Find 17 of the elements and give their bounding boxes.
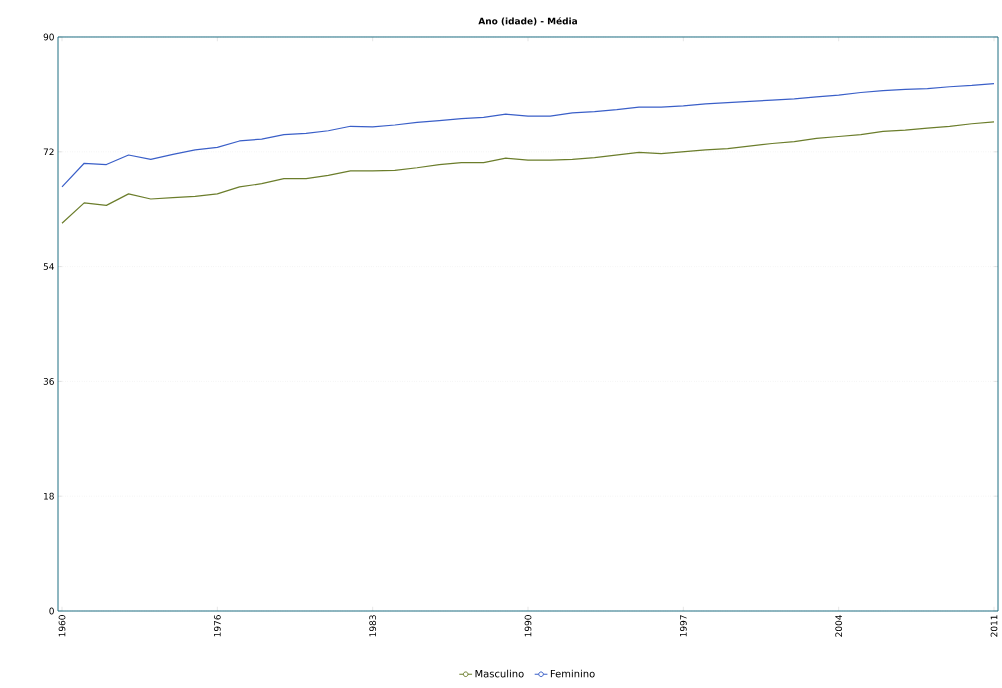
- y-tick-label: 18: [44, 492, 54, 500]
- x-tick-label: 1976: [213, 615, 221, 637]
- y-tick-label: 72: [43, 148, 54, 156]
- y-tick-label: 90: [43, 33, 54, 41]
- legend-label: Masculino: [475, 669, 524, 678]
- legend-label: Feminino: [550, 669, 595, 678]
- y-tick-label: 36: [43, 378, 54, 385]
- y-tick-label: 0: [49, 607, 54, 615]
- y-tick-label: 54: [43, 263, 54, 270]
- x-tick-label: 1960: [58, 615, 66, 637]
- x-tick-label: 1990: [524, 615, 532, 637]
- x-tick-label: 2011: [990, 615, 998, 637]
- chart-title: Ano (idade) - Média: [478, 17, 577, 26]
- x-tick-label: 2004: [835, 615, 843, 637]
- line-series: [61, 82, 995, 188]
- x-tick-label: 1997: [679, 615, 687, 637]
- x-tick-label: 1983: [369, 615, 377, 637]
